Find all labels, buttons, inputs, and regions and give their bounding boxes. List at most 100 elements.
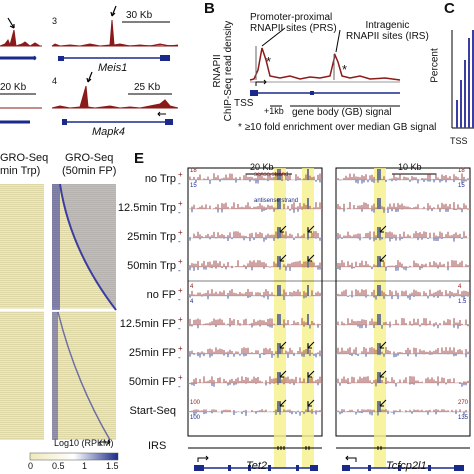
track-scale-value: 4 xyxy=(190,299,194,305)
arrow-icon xyxy=(279,370,287,378)
scale-label: 10 Kb xyxy=(398,162,422,172)
row-label: Start-Seq xyxy=(129,405,176,417)
strand-indicator: + - xyxy=(178,286,183,304)
arrow-icon xyxy=(307,370,315,378)
tss-arrow-icon xyxy=(197,455,209,462)
strand-indicator: + - xyxy=(178,373,183,391)
heatmaps xyxy=(0,183,119,461)
arrow-icon xyxy=(279,399,287,407)
scale-label: 20 Kb xyxy=(250,162,274,172)
color-legend-bar xyxy=(29,452,119,461)
gene-name-mapk4: Mapk4 xyxy=(92,126,126,138)
track-number: 4 xyxy=(52,76,58,86)
panel-a-left-track-1 xyxy=(0,29,42,47)
track-scale-value: 4 xyxy=(458,284,462,290)
arrow-icon xyxy=(379,225,387,233)
arrow-icon xyxy=(379,399,387,407)
track-scale-value: 18 xyxy=(458,168,465,174)
row-label: 25min FP xyxy=(128,347,176,359)
legend-tick: 1.5 xyxy=(106,461,119,471)
row-label: 12.5min FP xyxy=(119,318,176,330)
track-scale-value: 15 xyxy=(190,183,197,189)
tss-arrow-icon xyxy=(255,79,267,86)
arrow-icon xyxy=(379,254,387,262)
irs-label: Intragenic RNAPII sites (IRS) xyxy=(346,20,429,42)
panel-a: 3 30 Kb Meis1 4 20 Kb 25 Kb Mapk4 xyxy=(0,0,180,138)
tcf-frame xyxy=(335,167,471,437)
x-axis-label: TSS xyxy=(450,136,468,146)
heatmap-right xyxy=(52,184,116,440)
scale-label: 25 Kb xyxy=(134,82,161,93)
gene-name-tcfcp2l1: Tcfcp2l1 xyxy=(386,460,427,472)
panel-c: C Percent TSS xyxy=(430,0,474,146)
track-scale-value: 135 xyxy=(458,415,469,421)
heatmap-right-title: GRO-Seq (50min FP) xyxy=(62,152,117,177)
strand-indicator: + - xyxy=(178,228,183,246)
sense-label: sense strand xyxy=(254,172,289,178)
arrow-icon xyxy=(279,254,287,262)
track-scale-value: 100 xyxy=(190,415,201,421)
arrow-icon xyxy=(379,370,387,378)
gb-label: gene body (GB) signal xyxy=(292,107,392,118)
panel-e-tracks xyxy=(187,167,471,471)
irs-star: * xyxy=(342,62,348,77)
irs-ticks xyxy=(277,446,382,450)
panel-c-bars xyxy=(451,30,474,129)
pointer-line xyxy=(261,27,286,47)
legend-tick: 0 xyxy=(28,461,34,471)
irs-label: IRS xyxy=(148,440,167,452)
arrow-icon xyxy=(111,5,117,17)
heatmap-left-title: GRO-Seq min Trp) xyxy=(0,152,49,177)
arrow-icon xyxy=(307,341,315,349)
panel-d: GRO-Seq min Trp) GRO-Seq (50min FP) Lo xyxy=(0,150,125,474)
track-scale-value: 100 xyxy=(190,400,201,406)
arrow-icon xyxy=(7,17,15,29)
gene-name-meis1: Meis1 xyxy=(98,62,128,74)
track-scale-value: 18 xyxy=(190,168,197,174)
strand-indicator: + - xyxy=(178,199,183,217)
footnote: * ≥10 fold enrichment over median GB sig… xyxy=(238,122,437,133)
legend-label: Log10 (RPKM) xyxy=(54,438,114,448)
arrow-icon xyxy=(307,254,315,262)
panel-e: E 20 Kb 10 Kb sense strand antisense str… xyxy=(118,150,474,474)
arrow-icon xyxy=(307,399,315,407)
row-label: 50min Trp xyxy=(127,260,176,272)
track-scale-value: 4 xyxy=(190,284,194,290)
prs-star: * xyxy=(266,54,272,69)
row-label: 12.5min Trp xyxy=(117,202,176,214)
row-label: 50min FP xyxy=(128,376,176,388)
tss-label: TSS xyxy=(234,98,254,109)
mapk4-signal xyxy=(51,85,179,109)
density-profile xyxy=(249,47,401,81)
strand-indicator: + - xyxy=(178,344,183,362)
tss-arrow-icon xyxy=(345,455,357,462)
panel-b: B RNAPII ChIP-Seq read density Promoter-p… xyxy=(190,0,436,140)
arrow-icon xyxy=(307,225,315,233)
tss-arrow-icon xyxy=(99,439,111,446)
panel-a-tracks xyxy=(0,5,179,125)
track-scale-value: 270 xyxy=(458,400,469,406)
track-scale-value: 1.5 xyxy=(458,299,467,305)
panel-letter: C xyxy=(444,0,455,17)
scale-label: 20 Kb xyxy=(0,82,27,93)
track-number: 3 xyxy=(52,16,58,26)
legend-tick: 1 xyxy=(82,461,88,471)
tet2-frame xyxy=(187,167,323,437)
kb-label: +1kb xyxy=(264,106,284,116)
legend-tick: 0.5 xyxy=(52,461,65,471)
strand-indicator: + - xyxy=(178,315,183,333)
row-label: no Trp xyxy=(144,173,176,185)
gene-name-tet2: Tet2 xyxy=(246,460,268,472)
panel-b-schematic xyxy=(249,27,401,107)
panel-letter: B xyxy=(204,0,215,17)
arrow-icon xyxy=(379,341,387,349)
row-label: 25min Trp xyxy=(127,231,176,243)
arrow-icon xyxy=(279,341,287,349)
prs-label: Promoter-proximal RNAPII sites (PRS) xyxy=(250,12,337,34)
strand-indicator: + - xyxy=(178,170,183,188)
antisense-label: antisense strand xyxy=(254,198,299,204)
scale-label: 30 Kb xyxy=(126,10,153,21)
meis1-signal xyxy=(51,19,179,47)
heatmap-left xyxy=(0,184,44,440)
strand-indicator: + - xyxy=(178,257,183,275)
